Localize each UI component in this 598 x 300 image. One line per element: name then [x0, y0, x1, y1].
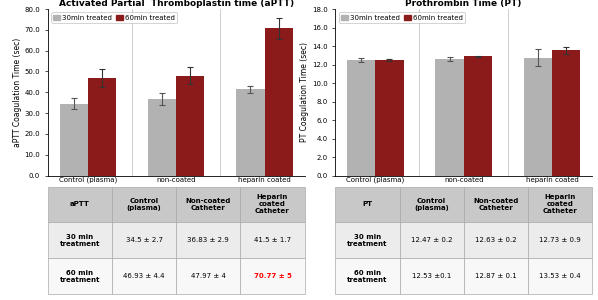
Y-axis label: PT Coagulation Time (sec): PT Coagulation Time (sec)	[300, 42, 309, 142]
Title: Activated Partial  Thromboplastin time (aPTT): Activated Partial Thromboplastin time (a…	[59, 0, 294, 8]
Text: Catheter: Catheter	[491, 205, 524, 214]
Bar	[236, 89, 264, 176]
Legend: 30min treated, 60min treated: 30min treated, 60min treated	[51, 13, 178, 23]
Bar	[376, 60, 404, 176]
Bar	[176, 76, 205, 176]
Bar	[347, 60, 376, 176]
Bar	[463, 56, 492, 176]
Bar	[148, 99, 176, 176]
Bar	[435, 59, 463, 176]
Y-axis label: aPTT Coagulation Time (sec): aPTT Coagulation Time (sec)	[13, 38, 22, 147]
Bar	[88, 78, 116, 176]
Bar	[552, 50, 580, 176]
Bar	[264, 28, 293, 176]
Legend: 30min treated, 60min treated: 30min treated, 60min treated	[339, 13, 465, 23]
Bar	[60, 104, 88, 176]
Text: Catheter: Catheter	[203, 205, 237, 214]
Bar	[524, 58, 552, 176]
Title: Prothrombin Time (PT): Prothrombin Time (PT)	[405, 0, 522, 8]
